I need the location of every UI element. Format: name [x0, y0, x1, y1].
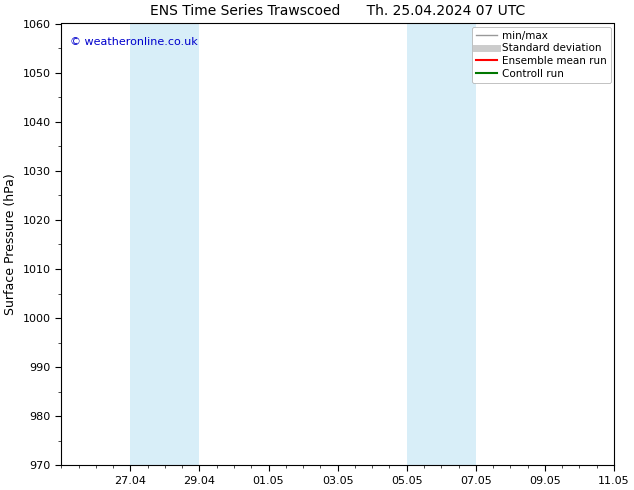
- Y-axis label: Surface Pressure (hPa): Surface Pressure (hPa): [4, 173, 17, 316]
- Bar: [407, 24, 476, 465]
- Title: ENS Time Series Trawscoed      Th. 25.04.2024 07 UTC: ENS Time Series Trawscoed Th. 25.04.2024…: [150, 4, 525, 18]
- Legend: min/max, Standard deviation, Ensemble mean run, Controll run: min/max, Standard deviation, Ensemble me…: [472, 26, 611, 83]
- Text: © weatheronline.co.uk: © weatheronline.co.uk: [70, 37, 197, 47]
- Bar: [131, 24, 200, 465]
